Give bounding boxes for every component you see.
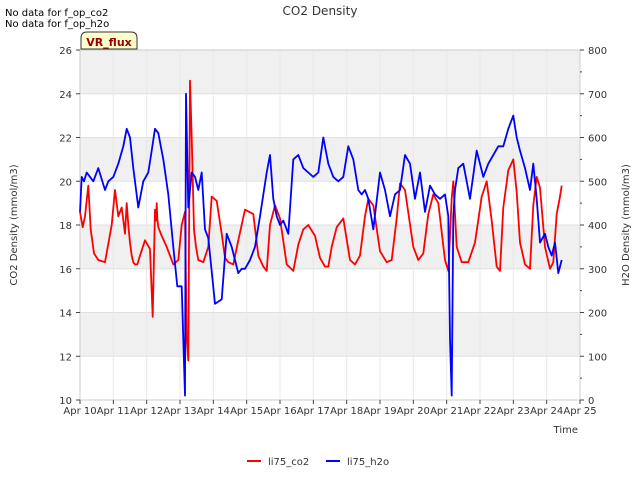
badge-label: VR_flux — [86, 36, 132, 49]
y2-tick-label: 200 — [588, 309, 607, 320]
x-tick-label: Apr 16 — [263, 406, 296, 417]
x-tick-label: Apr 10 — [63, 406, 96, 417]
background-band — [80, 137, 580, 182]
background-band — [80, 50, 580, 94]
x-tick-label: Apr 20 — [397, 406, 430, 417]
legend-h2o-label: li75_h2o — [347, 457, 389, 468]
series-line-li75_co2 — [79, 79, 563, 362]
y-tick-label: 20 — [59, 177, 72, 188]
no-data-note-co2: No data for f_op_co2 — [5, 8, 109, 19]
x-tick-label: Apr 25 — [563, 406, 596, 417]
y2-tick-label: 0 — [588, 396, 594, 407]
x-tick-label: Apr 22 — [463, 406, 496, 417]
x-tick-label: Apr 12 — [130, 406, 163, 417]
series-line-li75_h2o — [79, 92, 563, 397]
axes-layer: 10 12 14 16 18 20 22 24 26 0 100 200 300 400 500 600 700… — [59, 46, 607, 417]
y2-tick-label: 800 — [588, 46, 607, 57]
y2-tick-label: 500 — [588, 177, 607, 188]
x-tick-label: Apr 11 — [97, 406, 130, 417]
x-tick-label: Apr 21 — [430, 406, 463, 417]
y-axis-label: CO2 Density (mmol/m3) — [9, 164, 20, 285]
y2-tick-label: 300 — [588, 265, 607, 276]
legend-co2-label: li75_co2 — [268, 457, 309, 468]
y2-axis-label: H2O Density (mmol/m3) — [621, 164, 632, 286]
y-tick-label: 24 — [59, 90, 72, 101]
legend: li75_co2 li75_h2o — [247, 457, 389, 468]
x-tick-label: Apr 24 — [530, 406, 563, 417]
y-tick-label: 26 — [59, 46, 72, 57]
y-tick-label: 14 — [59, 309, 72, 320]
y2-tick-label: 100 — [588, 352, 607, 363]
y-tick-label: 10 — [59, 396, 72, 407]
y-tick-label: 16 — [59, 265, 72, 276]
badge-shape — [80, 31, 138, 50]
chart-title: CO2 Density — [283, 4, 358, 18]
background-bands — [80, 50, 580, 357]
x-tick-label: Apr 19 — [363, 406, 396, 417]
y2-tick-label: 400 — [588, 221, 607, 232]
y-tick-label: 18 — [59, 221, 72, 232]
x-tick-label: Apr 17 — [297, 406, 330, 417]
y2-tick-label: 600 — [588, 134, 607, 145]
vr-flux-badge: VR_flux — [80, 31, 138, 50]
y-tick-label: 22 — [59, 134, 72, 145]
y-tick-label: 12 — [59, 352, 72, 363]
x-tick-label: Apr 18 — [330, 406, 363, 417]
x-tick-label: Apr 15 — [230, 406, 263, 417]
y2-tick-label: 700 — [588, 90, 607, 101]
background-band — [80, 312, 580, 357]
x-tick-label: Apr 23 — [497, 406, 530, 417]
x-tick-label: Apr 13 — [163, 406, 196, 417]
x-tick-label: Apr 14 — [197, 406, 230, 417]
no-data-note-h2o: No data for f_op_h2o — [5, 19, 110, 30]
x-axis-label: Time — [553, 425, 578, 436]
series-layer — [79, 79, 563, 397]
